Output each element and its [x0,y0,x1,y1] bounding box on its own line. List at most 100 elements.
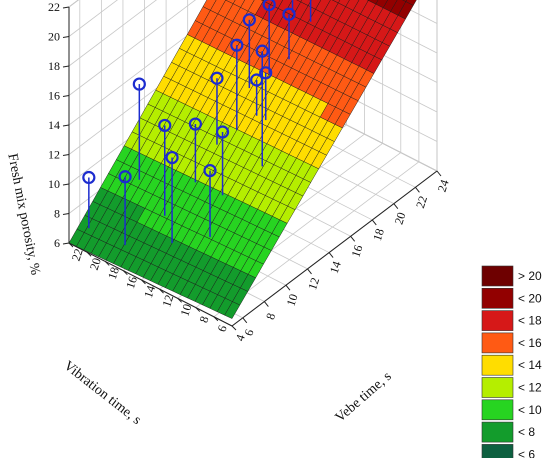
x-tick-mark [371,219,377,226]
surface-cell [405,0,417,6]
x-tick-mark [415,187,420,193]
z-tick-mark [62,95,70,97]
x-tick-label: 16 [348,243,365,259]
x-tick-label: 8 [263,311,278,321]
z-gridline [68,0,118,37]
z-tick-mark [62,6,70,9]
surface-cell [232,0,246,8]
legend-label: > 20 [518,269,542,283]
data-point [250,73,264,87]
chart-legend: > 20 < 20 < 18 < 16 < 14 < 12 < 10 < 8 < 6 [481,265,542,458]
y-tick-mark [104,261,110,266]
legend-swatch [481,399,514,421]
legend-label: < 14 [518,358,542,372]
data-point [132,77,146,91]
z-tick-label: 14 [48,118,60,132]
y-tick-label: 8 [196,314,211,324]
legend-label: < 18 [518,314,542,328]
y-tick-label: 6 [215,324,230,334]
x-tick-label: 12 [305,276,322,292]
legend-swatch [481,354,514,376]
z-tick-mark [62,154,70,156]
data-point [262,0,276,12]
chart-axes: 6810121416182022468101214161820226810121… [48,0,452,343]
x-tick-label: 22 [413,194,430,210]
z-tick-mark [62,36,70,38]
y-axis-label: Vibration time, s [61,359,144,428]
y-tick-label: 4 [233,333,248,343]
y-tick-mark [213,316,219,322]
data-point [259,66,273,80]
z-axis-label: Fresh mix porosity, % [4,152,42,276]
z-tick-label: 18 [48,59,60,73]
y-tick-label: 14 [141,284,158,300]
x-tick-label: 20 [391,210,408,226]
y-tick-mark [86,251,92,257]
legend-swatch [481,287,514,309]
data-point [82,170,96,185]
legend-label: < 16 [518,336,542,350]
legend-label: < 12 [518,381,542,395]
x-tick-label: 14 [327,259,344,275]
data-point [282,7,296,21]
data-point [118,170,132,184]
z-gridline [68,0,196,96]
y-tick-label: 22 [69,247,86,263]
x-tick-label: 10 [284,292,301,308]
x-tick-mark [350,235,356,242]
z-tick-mark [62,242,70,245]
x-tick-mark [307,268,312,275]
x-tick-label: 18 [370,227,387,243]
x-tick-mark [436,170,442,177]
z-tick-label: 22 [48,0,60,14]
y-tick-label: 12 [159,293,176,309]
z-tick-label: 12 [48,148,60,162]
y-tick-mark [68,242,74,248]
legend-swatch [481,421,514,443]
legend-label: < 10 [518,403,542,417]
y-axis-line [68,242,233,327]
legend-label: < 6 [518,447,535,458]
z-tick-mark [62,213,70,215]
legend-swatch [481,377,514,398]
z-tick-label: 20 [48,30,60,44]
x-tick-mark [263,301,269,307]
z-tick-mark [62,183,70,186]
x-tick-mark [242,317,248,324]
z-gridline [68,0,157,67]
legend-swatch [481,310,514,331]
legend-swatch [481,332,514,354]
z-tick-label: 8 [54,207,60,221]
y-tick-label: 20 [87,256,104,272]
surface-cell [375,0,388,9]
y-tick-label: 10 [177,302,194,318]
chart-points [82,0,312,246]
legend-label: < 8 [518,425,535,439]
surface-cell [368,0,379,5]
surface-cell [331,0,341,4]
y-tick-mark [231,325,237,331]
legend-label: < 20 [518,291,542,305]
z-tick-label: 10 [48,177,60,191]
data-point [242,13,256,27]
z-tick-label: 16 [48,89,60,103]
z-tick-mark [62,124,70,127]
z-tick-label: 6 [54,236,60,250]
x-tick-mark [328,252,334,258]
x-axis-line [231,170,438,327]
y-tick-label: 18 [105,265,122,281]
x-tick-mark [285,284,291,291]
y-tick-mark [177,297,183,303]
legend-swatch [481,265,514,287]
z-gridline [68,0,235,126]
x-tick-label: 6 [241,328,256,338]
y-tick-mark [141,279,146,285]
x-tick-label: 24 [435,178,452,194]
legend-swatch [481,444,514,458]
surface-cell [225,0,236,4]
y-tick-mark [159,288,164,294]
z-tick-mark [62,65,70,68]
surface-cell [337,0,350,7]
data-point [230,38,244,52]
y-tick-mark [122,270,128,276]
